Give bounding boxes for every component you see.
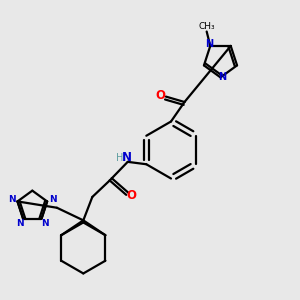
Text: N: N xyxy=(8,195,16,204)
Text: N: N xyxy=(49,195,56,204)
Text: CH₃: CH₃ xyxy=(198,22,215,31)
Text: H: H xyxy=(116,153,123,163)
Text: N: N xyxy=(16,219,24,228)
Text: N: N xyxy=(206,39,214,50)
Text: O: O xyxy=(126,189,136,202)
Text: N: N xyxy=(218,72,226,82)
Text: N: N xyxy=(122,152,132,164)
Text: N: N xyxy=(41,219,49,228)
Text: O: O xyxy=(156,89,166,102)
